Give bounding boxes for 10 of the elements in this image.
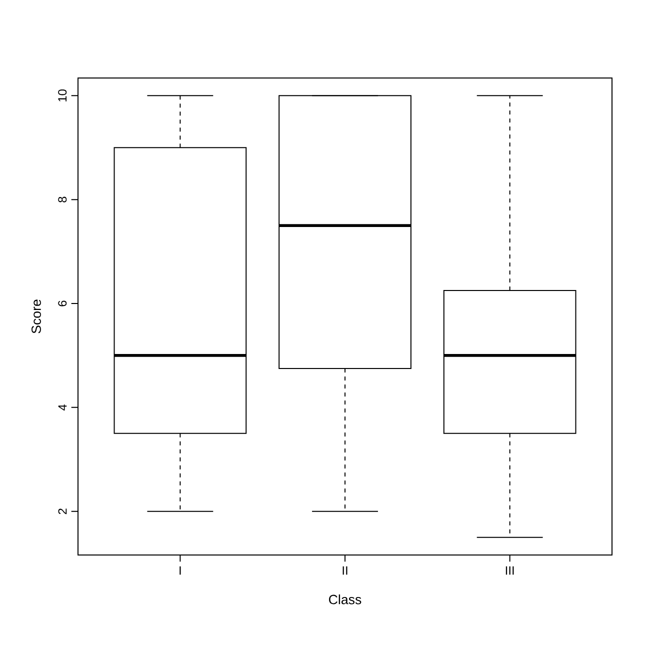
y-tick-label: 8	[58, 196, 67, 202]
x-tick-label: III	[506, 566, 514, 575]
y-tick-label: 10	[58, 89, 67, 102]
y-tick-label: 6	[58, 300, 67, 306]
y-tick-label: 2	[58, 508, 67, 514]
x-axis-title: Class	[329, 594, 362, 604]
y-tick-label: 4	[58, 404, 67, 410]
x-tick-label: II	[342, 566, 348, 575]
x-tick-label: I	[180, 566, 181, 575]
y-axis-title: Score	[32, 300, 41, 334]
